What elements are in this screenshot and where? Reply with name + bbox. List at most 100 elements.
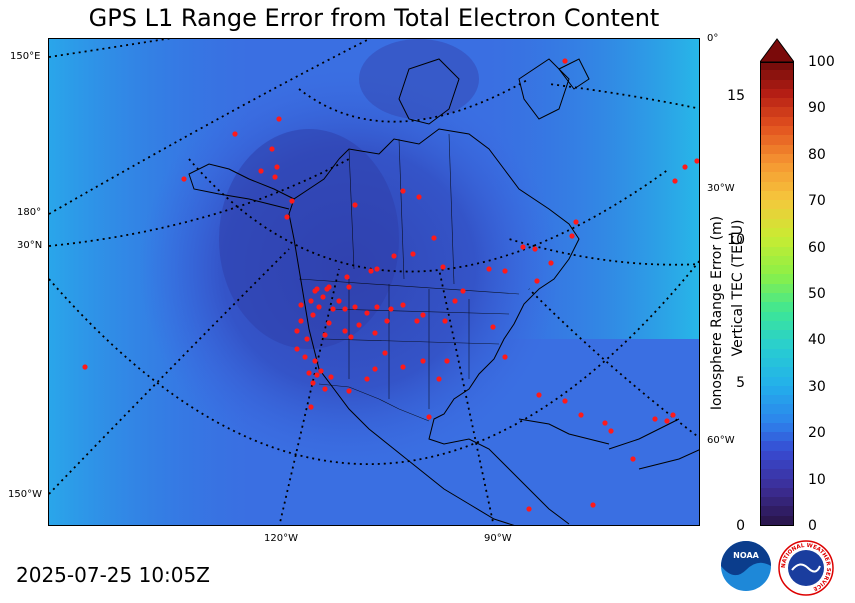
gnss-station-marker: [436, 376, 442, 382]
gnss-station-marker: [322, 386, 328, 392]
colorbar-right-tick: 90: [808, 100, 826, 117]
gnss-station-marker: [573, 219, 579, 225]
tec-field-arctic: [359, 39, 479, 119]
grid-label-150w: 150°W: [8, 489, 42, 500]
gnss-station-marker: [276, 116, 282, 122]
gnss-station-marker: [308, 404, 314, 410]
colorbar-right-tick: 70: [808, 193, 826, 210]
gnss-station-marker: [294, 346, 300, 352]
gnss-station-marker: [342, 328, 348, 334]
gnss-station-marker: [590, 502, 596, 508]
gnss-station-marker: [352, 202, 358, 208]
gnss-station-marker: [348, 334, 354, 340]
grid-label-180: 180°: [17, 207, 42, 218]
gnss-station-marker: [444, 358, 450, 364]
colorbar-swatch: [761, 97, 793, 108]
colorbar-swatch: [761, 505, 793, 516]
gnss-station-marker: [630, 456, 636, 462]
colorbar-right-tick: 0: [808, 518, 817, 534]
gnss-station-marker: [426, 414, 432, 420]
colorbar-swatch: [761, 329, 793, 340]
gnss-station-marker: [312, 358, 318, 364]
colorbar-swatch: [761, 199, 793, 210]
gnss-station-marker: [382, 350, 388, 356]
gnss-station-marker: [400, 188, 406, 194]
gnss-station-marker: [569, 233, 575, 239]
gnss-station-marker: [356, 322, 362, 328]
colorbar-swatch: [761, 496, 793, 507]
grid-label-30w: 30°W: [707, 183, 735, 194]
gnss-station-marker: [431, 235, 437, 241]
colorbar-swatch: [761, 143, 793, 154]
gnss-station-marker: [562, 58, 568, 64]
gnss-station-marker: [391, 253, 397, 259]
gnss-station-marker: [326, 284, 332, 290]
colorbar-swatch: [761, 88, 793, 99]
grid-label-0: 0°: [707, 33, 719, 44]
colorbar-left-tick: 5: [736, 374, 745, 391]
colorbar-swatch: [761, 310, 793, 321]
gnss-station-marker: [420, 358, 426, 364]
gnss-station-marker: [652, 416, 658, 422]
noaa-logo-text: NOAA: [733, 551, 759, 560]
colorbar-swatch: [761, 385, 793, 396]
gnss-station-marker: [490, 324, 496, 330]
colorbar-swatch: [761, 227, 793, 238]
tec-field-min: [219, 129, 399, 349]
gnss-station-marker: [420, 312, 426, 318]
colorbar-swatch: [761, 348, 793, 358]
gnss-station-marker: [442, 318, 448, 324]
gnss-station-marker: [352, 304, 358, 310]
gnss-station-marker: [298, 302, 304, 308]
gnss-station-marker: [272, 174, 278, 180]
gnss-station-marker: [400, 302, 406, 308]
gnss-station-marker: [181, 176, 187, 182]
colorbar-swatch: [761, 394, 793, 405]
gnss-station-marker: [372, 366, 378, 372]
gnss-station-marker: [294, 328, 300, 334]
gnss-station-marker: [452, 298, 458, 304]
gnss-station-marker: [346, 284, 352, 290]
gnss-station-marker: [344, 274, 350, 280]
gnss-station-marker: [486, 266, 492, 272]
colorbar-swatch: [761, 292, 793, 303]
timestamp: 2025-07-25 10:05Z: [16, 563, 210, 587]
colorbar-swatch: [761, 375, 793, 386]
gnss-station-marker: [502, 354, 508, 360]
gnss-station-marker: [318, 368, 324, 374]
colorbar-swatch: [761, 357, 793, 368]
gnss-station-marker: [326, 320, 332, 326]
gnss-stations: [82, 58, 699, 512]
colorbar-swatch: [761, 413, 793, 423]
gnss-station-marker: [562, 398, 568, 404]
colorbar-swatch: [761, 246, 793, 256]
political-borders: [298, 133, 520, 422]
colorbar-swatch: [761, 422, 793, 433]
gnss-station-marker: [320, 294, 326, 300]
grid-label-30n: 30°N: [17, 240, 43, 251]
gnss-station-marker: [578, 412, 584, 418]
gnss-station-marker: [374, 266, 380, 272]
gnss-station-marker: [414, 318, 420, 324]
gnss-station-marker: [342, 306, 348, 312]
gnss-station-marker: [322, 332, 328, 338]
colorbar-extend-arrow: [760, 38, 794, 63]
gnss-station-marker: [258, 168, 264, 174]
gnss-station-marker: [336, 298, 342, 304]
gnss-station-marker: [289, 198, 295, 204]
colorbar-swatch: [761, 450, 793, 461]
colorbar-left-tick: 0: [736, 518, 745, 534]
gnss-station-marker: [548, 260, 554, 266]
colorbar-swatch: [761, 478, 793, 488]
gnss-station-marker: [608, 428, 614, 434]
colorbar-swatch: [761, 301, 793, 312]
gnss-station-marker: [440, 264, 446, 270]
noaa-logo: NOAA: [721, 541, 771, 591]
gnss-station-marker: [314, 372, 320, 378]
colorbar-swatch: [761, 403, 793, 414]
colorbar-swatch: [761, 366, 793, 377]
colorbar-swatch: [761, 63, 793, 71]
gnss-station-marker: [374, 304, 380, 310]
gnss-station-marker: [304, 336, 310, 342]
gnss-station-marker: [298, 318, 304, 324]
